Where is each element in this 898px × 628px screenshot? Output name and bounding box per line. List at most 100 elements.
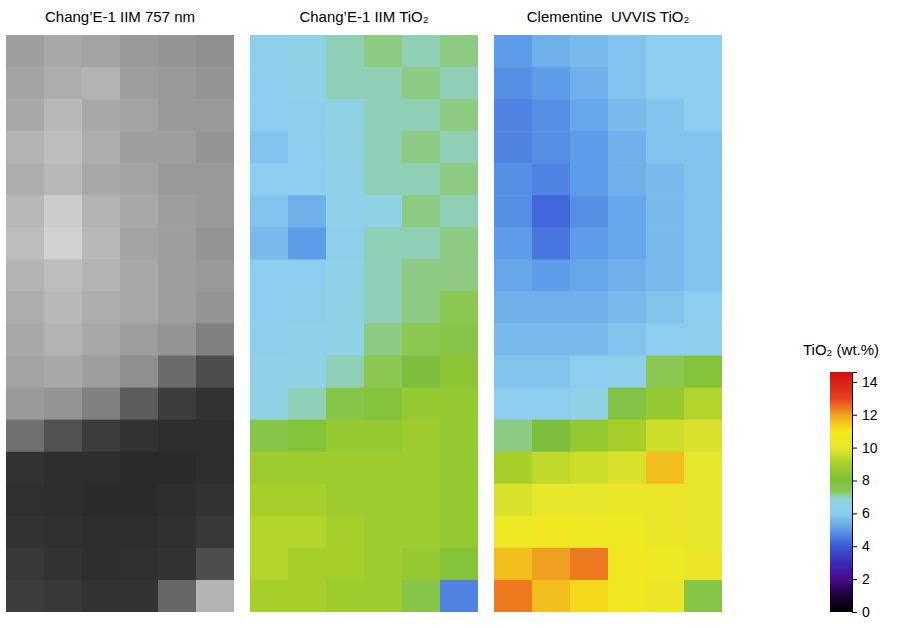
map-cell (82, 291, 121, 324)
map-cell (494, 163, 533, 196)
map-cell (250, 67, 289, 100)
map-cell (158, 195, 197, 228)
map-cell (120, 131, 159, 164)
panel-title: Clementine UVVIS TiO₂ (527, 8, 690, 25)
map-panel (494, 35, 722, 612)
map-cell (570, 516, 609, 549)
tick: 8 (852, 472, 870, 488)
map-cell (494, 516, 533, 549)
tick-mark (852, 579, 857, 580)
map-cell (326, 195, 365, 228)
map-cell (326, 163, 365, 196)
map-cell (440, 35, 478, 68)
map-cell (120, 35, 159, 68)
map-cell (440, 548, 478, 581)
tick-mark (852, 480, 857, 481)
map-cell (646, 356, 685, 389)
map-cell (570, 388, 609, 421)
map-cell (402, 548, 441, 581)
map-cell (646, 516, 685, 549)
map-cell (44, 67, 83, 100)
map-cell (44, 291, 83, 324)
map-cell (82, 67, 121, 100)
map-cell (120, 195, 159, 228)
map-cell (532, 548, 571, 581)
map-cell (250, 324, 289, 357)
map-cell (570, 67, 609, 100)
map-cell (288, 99, 327, 132)
map-cell (6, 227, 45, 260)
map-cell (402, 324, 441, 357)
map-cell (494, 291, 533, 324)
map-cell (326, 388, 365, 421)
map-cell (646, 548, 685, 581)
map-cell (364, 516, 403, 549)
map-cell (326, 227, 365, 260)
map-cell (364, 548, 403, 581)
map-cell (158, 516, 197, 549)
map-cell (44, 548, 83, 581)
map-cell (120, 580, 159, 612)
tick: 14 (852, 374, 878, 390)
map-cell (608, 131, 647, 164)
map-cell (532, 420, 571, 453)
map-cell (158, 99, 197, 132)
map-cell (6, 67, 45, 100)
map-cell (196, 35, 234, 68)
map-cell (120, 227, 159, 260)
map-cell (440, 195, 478, 228)
map-cell (326, 548, 365, 581)
map-cell (440, 516, 478, 549)
map-cell (288, 163, 327, 196)
map-cell (82, 324, 121, 357)
map-cell (440, 259, 478, 292)
map-cell (196, 259, 234, 292)
map-cell (120, 452, 159, 485)
map-cell (440, 131, 478, 164)
map-cell (402, 484, 441, 517)
map-cell (608, 67, 647, 100)
map-cell (6, 35, 45, 68)
map-cell (82, 388, 121, 421)
map-cell (196, 67, 234, 100)
map-cell (196, 484, 234, 517)
map-cell (402, 580, 441, 612)
map-cell (494, 35, 533, 68)
map-cell (402, 356, 441, 389)
map-cell (326, 324, 365, 357)
map-cell (250, 35, 289, 68)
map-cell (250, 580, 289, 612)
map-cell (494, 67, 533, 100)
map-cell (250, 227, 289, 260)
map-cell (440, 484, 478, 517)
map-cell (364, 452, 403, 485)
map-cell (44, 131, 83, 164)
map-cell (82, 259, 121, 292)
map-cell (608, 356, 647, 389)
map-cell (494, 388, 533, 421)
map-cell (6, 580, 45, 612)
map-cell (402, 35, 441, 68)
map-cell (684, 163, 722, 196)
map-cell (250, 420, 289, 453)
tick-mark (852, 546, 857, 547)
map-cell (196, 548, 234, 581)
map-cell (440, 356, 478, 389)
map-cell (402, 259, 441, 292)
map-cell (440, 291, 478, 324)
map-cell (532, 516, 571, 549)
map-cell (684, 227, 722, 260)
map-cell (44, 580, 83, 612)
map-cell (158, 548, 197, 581)
map-cell (82, 195, 121, 228)
map-cell (288, 388, 327, 421)
map-cell (6, 388, 45, 421)
map-cell (364, 67, 403, 100)
map-cell (288, 324, 327, 357)
map-cell (532, 356, 571, 389)
map-cell (120, 291, 159, 324)
map-cell (120, 67, 159, 100)
map-cell (120, 484, 159, 517)
map-cell (120, 388, 159, 421)
map-cell (44, 163, 83, 196)
